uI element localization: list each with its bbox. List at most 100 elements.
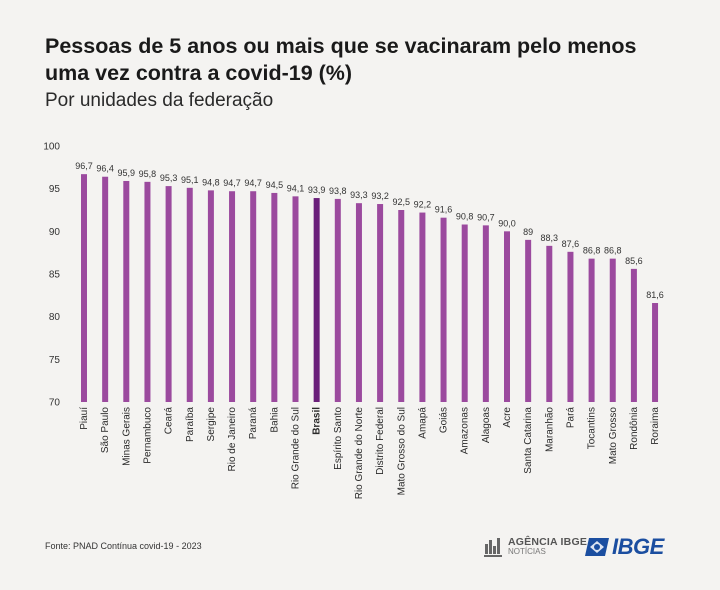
- x-tick-label: Pará: [565, 407, 576, 429]
- bar: [123, 180, 130, 402]
- agencia-ibge-logo[interactable]: AGÊNCIA IBGE NOTÍCIAS: [484, 533, 587, 561]
- bar: [419, 212, 426, 402]
- data-label: 96,4: [96, 164, 114, 174]
- x-tick-label: Distrito Federal: [375, 407, 386, 475]
- bar: [504, 231, 510, 402]
- x-tick-label: Paraíba: [185, 407, 196, 442]
- bar: [292, 196, 299, 402]
- y-tick-label: 75: [49, 355, 61, 366]
- data-label: 88,3: [541, 233, 559, 243]
- x-tick-label: Ceará: [164, 407, 175, 435]
- x-tick-label: Paraná: [248, 407, 259, 440]
- data-label: 94,5: [266, 180, 284, 190]
- y-tick-label: 85: [49, 270, 61, 281]
- x-tick-label: Rio de Janeiro: [227, 407, 238, 472]
- data-label: 93,3: [350, 190, 368, 200]
- x-tick-label: Maranhão: [544, 407, 555, 452]
- x-tick-label: Brasil: [312, 407, 323, 435]
- bar: [229, 191, 236, 402]
- bar: [546, 245, 553, 402]
- bar: [567, 251, 574, 402]
- x-tick-label: Mato Grosso do Sul: [396, 407, 407, 495]
- agencia-ibge-icon: [484, 538, 502, 557]
- y-tick-label: 100: [43, 142, 60, 153]
- chart-subtitle: Por unidades da federação: [45, 90, 274, 111]
- data-label: 86,8: [583, 246, 601, 256]
- x-tick-label: Amapá: [417, 407, 428, 439]
- bar: [398, 210, 405, 402]
- data-label: 94,7: [244, 178, 262, 188]
- data-label: 85,6: [625, 256, 643, 266]
- y-tick-label: 90: [49, 227, 61, 238]
- x-tick-label: Bahia: [269, 407, 280, 433]
- ibge-flag-icon: [585, 538, 609, 556]
- bar: [609, 258, 616, 402]
- data-label: 92,5: [392, 197, 410, 207]
- ibge-logo[interactable]: IBGE: [585, 533, 664, 561]
- bar: [250, 191, 257, 402]
- data-label: 95,9: [118, 168, 136, 178]
- data-label: 92,2: [414, 200, 432, 210]
- bar: [271, 192, 278, 402]
- data-label: 90,8: [456, 212, 474, 222]
- data-label: 96,7: [75, 161, 93, 171]
- data-label: 81,6: [646, 290, 664, 300]
- x-tick-label: Santa Catarina: [523, 407, 534, 474]
- data-label: 89: [523, 227, 533, 237]
- bar: [165, 186, 172, 402]
- bar: [144, 181, 151, 402]
- x-tick-label: Rio Grande do Norte: [354, 407, 365, 500]
- bar: [313, 198, 320, 402]
- data-label: 93,8: [329, 186, 347, 196]
- bar: [355, 203, 362, 402]
- bar: [377, 204, 384, 402]
- x-tick-label: Mato Grosso: [608, 407, 619, 465]
- bar: [588, 258, 595, 402]
- chart-title: Pessoas de 5 anos ou mais que se vacinar…: [45, 34, 637, 85]
- y-tick-label: 80: [49, 312, 61, 323]
- data-label: 86,8: [604, 246, 622, 256]
- bar: [334, 198, 341, 402]
- data-label: 91,6: [435, 205, 453, 215]
- ibge-wordmark: IBGE: [612, 534, 664, 559]
- data-label: 95,1: [181, 175, 199, 185]
- x-tick-label: Goiás: [439, 407, 450, 433]
- bar: [652, 303, 659, 402]
- x-tick-label: Minas Gerais: [121, 407, 132, 466]
- x-tick-label: Roraima: [650, 407, 661, 445]
- data-label: 87,6: [562, 239, 580, 249]
- agencia-line2: NOTÍCIAS: [508, 547, 546, 556]
- data-label: 95,8: [139, 169, 157, 179]
- data-label: 93,2: [371, 191, 389, 201]
- x-tick-label: Pernambuco: [142, 407, 153, 464]
- bar: [482, 225, 489, 402]
- bar: [186, 187, 193, 402]
- x-tick-label: Piauí: [79, 407, 90, 430]
- bar: [525, 239, 532, 402]
- bar: [102, 176, 109, 402]
- bar: [207, 190, 214, 402]
- x-tick-label: Acre: [502, 407, 513, 428]
- bar: [630, 268, 637, 402]
- x-tick-label: Rondônia: [629, 407, 640, 450]
- data-label: 94,7: [223, 178, 241, 188]
- data-label: 90,7: [477, 212, 495, 222]
- y-tick-label: 95: [49, 184, 61, 195]
- bar: [81, 174, 87, 402]
- data-label: 95,3: [160, 173, 178, 183]
- data-label: 90,0: [498, 218, 516, 228]
- source-note: Fonte: PNAD Contínua covid-19 - 2023: [45, 541, 202, 551]
- data-label: 93,9: [308, 185, 326, 195]
- data-label: 94,8: [202, 177, 220, 187]
- x-tick-label: Tocantins: [587, 407, 598, 449]
- y-tick-label: 70: [49, 398, 61, 409]
- bar: [461, 224, 468, 402]
- x-tick-label: Alagoas: [481, 407, 492, 443]
- x-tick-label: Rio Grande do Sul: [291, 407, 302, 489]
- agencia-line1: AGÊNCIA IBGE: [508, 536, 588, 548]
- bar: [440, 217, 447, 402]
- x-tick-label: São Paulo: [100, 407, 111, 454]
- x-tick-label: Amazonas: [460, 407, 471, 454]
